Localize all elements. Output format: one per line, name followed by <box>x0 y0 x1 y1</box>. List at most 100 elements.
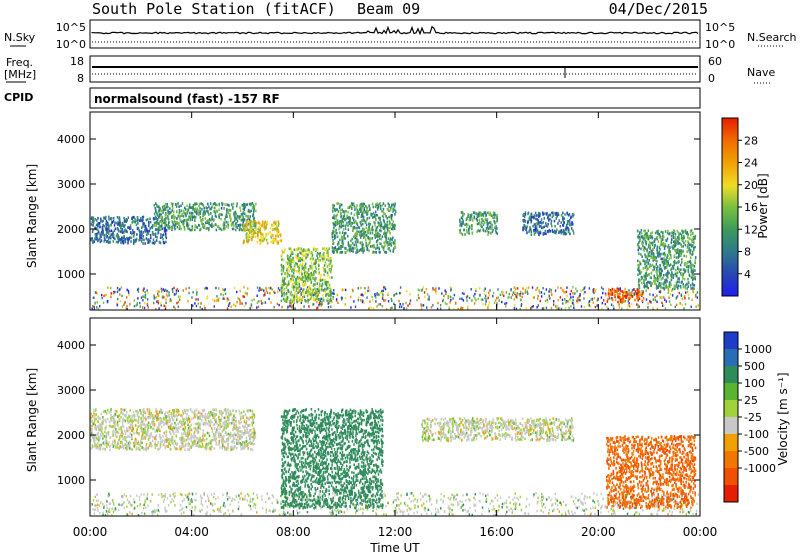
echo-cell <box>688 273 691 277</box>
scatter-cell <box>256 301 259 304</box>
scatter-cell <box>302 288 305 291</box>
echo-cell <box>335 214 337 218</box>
echo-cell <box>202 222 204 226</box>
scatter-cell <box>680 286 682 290</box>
scatter-cell <box>150 511 153 514</box>
echo-cell <box>152 241 155 245</box>
scatter-cell <box>334 494 336 497</box>
scatter-cell <box>427 298 429 301</box>
echo-cell <box>527 211 530 215</box>
echo-cell <box>281 249 283 253</box>
echo-cell <box>291 260 294 263</box>
echo-cell <box>653 255 655 258</box>
echo-cell <box>379 216 381 220</box>
echo-cell <box>130 236 133 240</box>
echo-cell <box>105 219 108 223</box>
scatter-cell <box>279 513 281 517</box>
echo-cell <box>363 206 366 210</box>
echo-cell <box>339 203 341 206</box>
echo-cell <box>121 221 124 225</box>
echo-cell <box>622 300 625 303</box>
scatter-cell <box>240 492 242 495</box>
echo-cell <box>355 219 357 223</box>
scatter-cell <box>93 296 95 300</box>
echo-cell <box>352 226 354 229</box>
echo-cell <box>689 265 692 269</box>
echo-cell <box>245 227 247 231</box>
scatter-cell <box>282 510 285 513</box>
echo-cell <box>353 235 355 239</box>
echo-cell <box>297 286 300 289</box>
scatter-cell <box>429 499 431 503</box>
echo-cell <box>687 277 689 281</box>
echo-cell <box>127 238 129 241</box>
scatter-cell <box>443 510 446 513</box>
scatter-cell <box>112 500 115 504</box>
scatter-cell <box>375 296 377 299</box>
echo-cell <box>227 224 230 227</box>
scatter-cell <box>159 302 162 305</box>
echo-cell <box>100 217 102 221</box>
echo-cell <box>527 220 529 223</box>
echo-cell <box>658 283 660 287</box>
echo-cell <box>370 214 372 217</box>
echo-cell <box>258 225 261 229</box>
echo-cell <box>691 282 694 285</box>
scatter-cell <box>394 292 397 296</box>
echo-cell <box>494 221 496 225</box>
scatter-cell <box>636 511 638 514</box>
echo-cell <box>297 288 300 292</box>
scatter-cell <box>201 504 204 507</box>
scatter-cell <box>393 499 395 502</box>
echo-cell <box>243 208 246 212</box>
echo-cell <box>663 244 666 248</box>
echo-cell <box>659 248 661 251</box>
echo-cell <box>304 283 306 286</box>
echo-cell <box>680 272 682 275</box>
scatter-cell <box>510 296 512 299</box>
scatter-cell <box>622 507 625 510</box>
echo-cell <box>666 253 669 257</box>
echo-cell <box>163 226 165 230</box>
echo-cell <box>365 218 368 222</box>
echo-cell <box>369 245 372 248</box>
echo-cell <box>119 238 121 241</box>
scatter-cell <box>337 509 339 512</box>
echo-cell <box>650 241 652 245</box>
echo-cell <box>690 269 693 272</box>
echo-cell <box>123 231 125 234</box>
scatter-cell <box>123 506 125 510</box>
echo-cell <box>288 257 291 261</box>
echo-cell <box>678 277 680 280</box>
echo-cell <box>656 247 659 251</box>
echo-cell <box>683 236 685 240</box>
echo-cell <box>318 286 321 290</box>
echo-cell <box>385 214 387 218</box>
echo-cell <box>127 226 129 229</box>
scatter-cell <box>497 288 499 291</box>
scatter-cell <box>681 297 683 301</box>
scatter-cell <box>550 291 552 294</box>
scatter-cell <box>139 305 141 308</box>
echo-cell <box>118 229 120 233</box>
echo-cell <box>277 240 279 244</box>
scatter-cell <box>469 506 471 510</box>
echo-cell <box>386 220 389 224</box>
echo-cell <box>342 228 345 231</box>
scatter-cell <box>637 497 640 500</box>
scatter-cell <box>453 307 455 311</box>
echo-cell <box>365 233 368 237</box>
echo-cell <box>99 225 101 229</box>
echo-cell <box>235 217 238 220</box>
echo-cell <box>160 213 162 216</box>
scatter-cell <box>195 298 197 301</box>
scatter-cell <box>273 290 275 294</box>
echo-cell <box>341 235 343 239</box>
scatter-cell <box>105 293 107 297</box>
echo-cell <box>356 213 359 217</box>
echo-cell <box>172 202 174 206</box>
echo-cell <box>326 254 329 258</box>
scatter-cell <box>249 500 251 503</box>
scatter-cell <box>654 299 657 302</box>
scatter-cell <box>117 297 119 301</box>
